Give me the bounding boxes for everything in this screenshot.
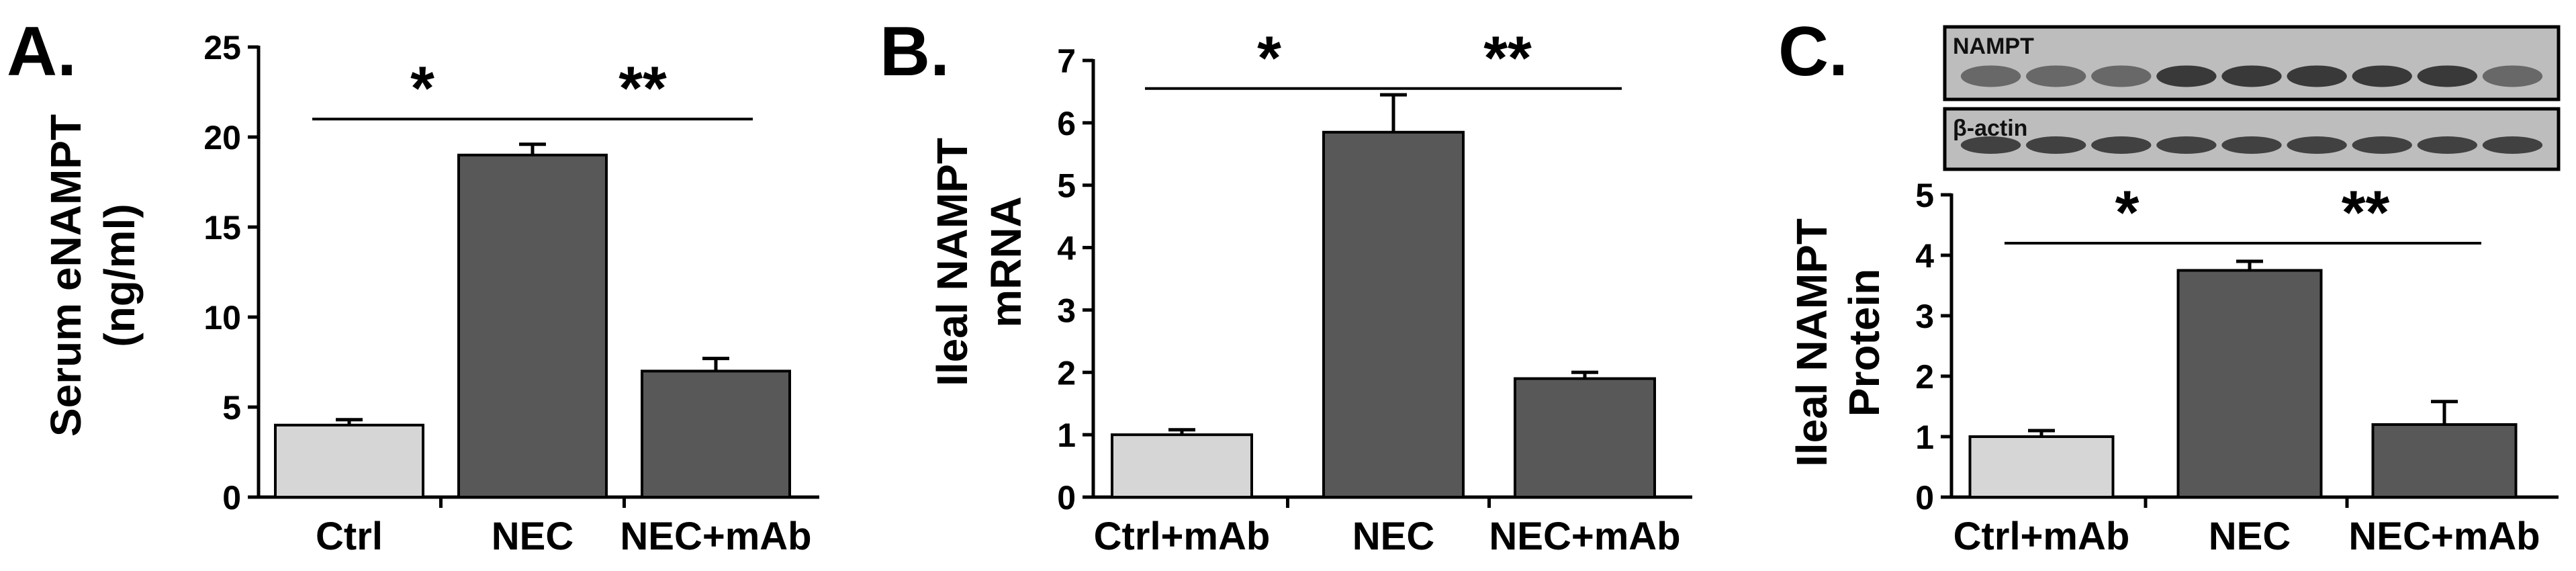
panel-a-chart: A. Serum eNAMPT (ng/ml) 0 5 10 15 20 25 Ctrl NEC NE… <box>7 13 819 558</box>
blot-band <box>2091 65 2152 87</box>
y-tick-label: 0 <box>1057 479 1076 517</box>
significance-star: * <box>1257 24 1281 93</box>
blot-band <box>2025 65 2086 87</box>
blot-band <box>2352 65 2412 87</box>
y-axis-title-line: (ng/ml) <box>95 204 144 347</box>
panel-label: A. <box>7 13 77 91</box>
bar <box>1514 377 1656 498</box>
category-label: Ctrl <box>316 515 383 558</box>
nampt-blot: NAMPT <box>1943 25 2561 101</box>
category-label: NEC <box>2209 515 2291 558</box>
y-tick-label: 3 <box>1915 298 1934 335</box>
y-tick-label: 3 <box>1057 292 1076 329</box>
category-label: Ctrl+mAb <box>1094 515 1271 558</box>
significance-star: * <box>2115 179 2140 247</box>
blot-band <box>2156 136 2217 154</box>
y-tick-label: 0 <box>1915 479 1934 517</box>
significance-star: ** <box>618 54 667 123</box>
y-tick-label: 7 <box>1057 42 1076 80</box>
y-tick-label: 4 <box>1915 237 1934 275</box>
panel-b-chart: B. Ileal NAMPT mRNA 0 1 2 3 4 5 6 7 Ctrl+mAb NEC NEC+… <box>880 13 1692 558</box>
y-tick-label: 15 <box>203 209 241 247</box>
y-axis-title-line: mRNA <box>982 196 1030 328</box>
category-label: NEC+mAb <box>620 515 811 558</box>
blot-band <box>2221 136 2282 154</box>
bar <box>2371 423 2518 498</box>
bar <box>1111 433 1253 499</box>
blot-band <box>1960 136 2021 154</box>
blot-band <box>2287 65 2347 87</box>
y-axis-title-line: Serum eNAMPT <box>42 114 90 437</box>
y-tick-label: 4 <box>1057 230 1076 267</box>
y-tick-label: 2 <box>1915 358 1934 396</box>
y-axis-title-line: Ileal NAMPT <box>928 138 976 386</box>
blot-band <box>2287 136 2347 154</box>
blot-band <box>2221 65 2282 87</box>
blot-band <box>2482 136 2543 154</box>
y-tick-label: 2 <box>1057 354 1076 392</box>
category-label: Ctrl+mAb <box>1953 515 2130 558</box>
significance-star: ** <box>1483 24 1532 93</box>
y-tick-label: 5 <box>222 389 241 427</box>
blot-band <box>2025 136 2086 154</box>
blot-band <box>1960 65 2021 87</box>
bar <box>1968 435 2115 498</box>
y-tick-label: 6 <box>1057 105 1076 142</box>
blot-label: NAMPT <box>1953 34 2034 59</box>
blot-band <box>2091 136 2152 154</box>
y-tick-label: 1 <box>1915 419 1934 456</box>
blot-frame <box>1943 25 2561 101</box>
y-tick-label: 25 <box>203 29 241 67</box>
category-label: NEC <box>1352 515 1434 558</box>
category-label: NEC+mAb <box>1489 515 1680 558</box>
significance-star: * <box>410 54 434 123</box>
y-tick-label: 5 <box>1915 177 1934 214</box>
blot-band <box>2482 65 2543 87</box>
y-tick-label: 5 <box>1057 167 1076 205</box>
beta-actin-blot: β-actin <box>1943 107 2561 171</box>
y-axis-title-line: Ileal NAMPT <box>1788 218 1836 467</box>
y-tick-label: 10 <box>203 299 241 337</box>
panel-label: C. <box>1778 13 1848 91</box>
blot-band <box>2417 65 2478 87</box>
y-tick-label: 0 <box>222 479 241 517</box>
bar <box>641 369 791 499</box>
blot-band <box>2352 136 2412 154</box>
y-axis-title-line: Protein <box>1840 269 1888 416</box>
panel-label: B. <box>880 13 950 91</box>
blot-band <box>2417 136 2478 154</box>
blot-label: β-actin <box>1953 116 2027 141</box>
bar <box>457 153 608 499</box>
bar <box>274 423 424 498</box>
y-tick-label: 1 <box>1057 416 1076 454</box>
significance-star: ** <box>2342 179 2390 247</box>
bar <box>2176 269 2323 498</box>
panel-c-chart: C. Ileal NAMPT Protein 0 1 2 3 4 5 Ctrl+mAb NEC NEC… <box>1778 13 2561 558</box>
bar <box>1322 130 1465 499</box>
category-label: NEC <box>492 515 573 558</box>
y-tick-label: 20 <box>203 119 241 157</box>
blot-band <box>2156 65 2217 87</box>
category-label: NEC+mAb <box>2348 515 2540 558</box>
